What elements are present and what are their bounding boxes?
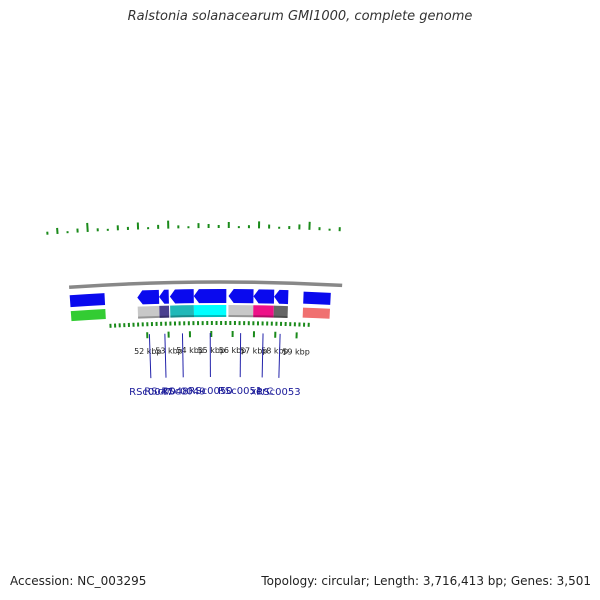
category-bar-shadow xyxy=(253,315,274,318)
gene-leader-line xyxy=(181,333,184,378)
category-bar xyxy=(137,305,160,319)
category-bar xyxy=(193,305,227,318)
backbone-ring xyxy=(68,280,343,289)
category-bar-shadow xyxy=(159,315,170,318)
cds-arrow xyxy=(169,289,194,304)
accession-text: Accession: NC_003295 xyxy=(10,574,147,588)
category-bar xyxy=(273,305,288,319)
genome-title: Ralstonia solanacearum GMI1000, complete… xyxy=(127,9,473,24)
ruler-tick-label: 52 kbp xyxy=(134,347,162,356)
category-bar xyxy=(159,305,170,318)
gene-label[interactable]: RSc0049 xyxy=(161,386,205,397)
gene-leader-line xyxy=(278,333,281,378)
gene-label[interactable]: xerC xyxy=(250,386,273,397)
ruler-tick-label: 53 kbp xyxy=(155,347,183,356)
category-bar-shadow xyxy=(193,315,227,318)
genome-summary: Topology: circular; Length: 3,716,413 bp… xyxy=(261,574,591,588)
partial-cds-arrow xyxy=(303,291,331,305)
cog-category-strand xyxy=(70,305,331,322)
partial-cds-arrow xyxy=(69,293,106,308)
cds-arrow xyxy=(193,288,227,304)
ruler-tick-label: 55 kbp xyxy=(198,346,226,355)
gene-labels: RSc0047RSc0048RSc0049RSc0050RSc0051xerCR… xyxy=(129,333,301,398)
gc-skew-tick xyxy=(86,222,89,232)
ruler-ticks xyxy=(146,331,298,339)
cds-arrow xyxy=(253,289,275,304)
category-bar xyxy=(253,305,274,318)
gene-label[interactable]: RSc0051 xyxy=(218,386,262,397)
ruler-tick-label: 57 kbp xyxy=(240,346,268,355)
ruler-tick-label: 58 kbp xyxy=(261,347,289,356)
category-bar-shadow xyxy=(138,315,160,319)
cds-strand xyxy=(69,288,331,308)
cds-arrow xyxy=(159,289,169,304)
cds-arrow xyxy=(228,289,254,304)
cds-arrow xyxy=(137,289,160,305)
backbone xyxy=(68,280,343,289)
gene-label[interactable]: RSc0053 xyxy=(256,387,300,398)
partial-category-bar xyxy=(70,309,106,322)
gene-leader-line xyxy=(164,333,167,378)
ruler-tick-label: 54 kbp xyxy=(176,346,204,355)
category-bar xyxy=(228,305,254,318)
gc-content-ticks xyxy=(46,220,341,328)
gene-label[interactable]: RSc0047 xyxy=(129,387,173,398)
category-bar xyxy=(170,305,195,318)
ruler-tick-label: 56 kbp xyxy=(219,346,247,355)
category-bar-shadow xyxy=(228,315,254,318)
ruler-tick-label: 59 kbp xyxy=(282,347,310,356)
gene-label[interactable]: RSc0050 xyxy=(188,386,232,397)
gene-leader-line xyxy=(261,333,264,378)
category-bar-shadow xyxy=(170,315,195,318)
cds-arrow xyxy=(274,289,289,305)
gene-leader-line xyxy=(148,334,152,379)
partial-category-bar xyxy=(302,307,331,319)
category-bar-shadow xyxy=(273,315,288,319)
gene-label[interactable]: RSc0048 xyxy=(144,387,188,398)
